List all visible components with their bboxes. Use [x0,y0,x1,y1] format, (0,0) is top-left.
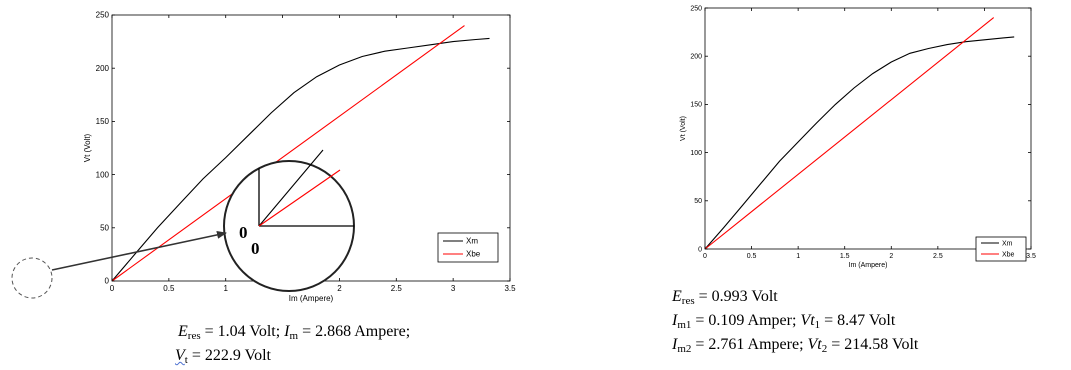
left-y-tick-label: 250 [96,11,110,20]
vt2-t: t [817,336,822,353]
right-x-tick-label: 1 [796,253,800,260]
right-x-tick-label: 1.5 [840,253,850,260]
right-x-tick-label: 0.5 [747,253,757,260]
right-series-xm-line [704,36,1015,250]
caption-left-line-2: Vt = 222.9 Volt [175,346,410,370]
left-y-tick-label: 200 [96,64,110,73]
left-y-axis-label: Vt (Volt) [83,133,92,162]
im1-symbol: I [672,312,678,329]
im-value: = 2.868 Ampere; [298,323,411,340]
vt1-symbol: V [800,312,811,329]
right-x-tick-label: 2 [889,253,893,260]
e-res-value: = 0.993 Volt [694,288,778,305]
im1-subscript: m1 [677,319,692,331]
left-series-xbe-line [111,25,465,282]
vt2-subscript: 2 [821,343,828,355]
left-legend-box [437,232,499,263]
left-y-tick-label: 0 [105,277,110,286]
left-x-tick-label: 3.5 [504,284,516,293]
im-subscript: m [289,330,299,342]
vt-value: = 222.9 Volt [187,347,271,364]
vt1-t: t [810,312,815,329]
zoom-inset-xbe-line [258,169,341,227]
im-symbol: I [284,323,290,340]
e-res-symbol: E [672,288,682,305]
right-y-tick-label: 150 [690,102,702,109]
left-y-tick-label: 100 [96,170,110,179]
zoom-inset-origin-label-y: 0 [239,223,248,242]
e-res-value: = 1.04 Volt; [200,323,285,340]
e-res-subscript: res [187,330,201,342]
right-x-tick-label: 0 [703,253,707,260]
right-y-tick-label: 50 [694,198,702,205]
focus-region-dashed-circle [11,257,53,299]
e-res-subscript: res [681,295,695,307]
right-x-axis-label: Im (Ampere) [849,262,888,269]
right-plot-frame [704,7,1032,250]
left-y-tick-label: 50 [100,223,109,232]
caption-left: Eres = 1.04 Volt; Im = 2.868 Ampere; Vt … [175,322,410,370]
caption-right: Eres = 0.993 Volt Im1 = 0.109 Amper; Vt1… [672,287,918,359]
caption-right-line-1: Eres = 0.993 Volt [672,287,918,311]
vt2-symbol: V [807,336,818,353]
caption-left-line-1: Eres = 1.04 Volt; Im = 2.868 Ampere; [178,322,410,346]
vt1-value: = 8.47 Volt [820,312,896,329]
vt-symbol: V [175,347,185,364]
right-series-xbe-line [704,17,995,250]
right-legend-label-xbe: Xbe [1002,251,1015,258]
vt1-subscript: 1 [814,319,821,331]
left-x-tick-label: 0.5 [163,284,175,293]
left-series-xm-line [111,37,490,282]
right-y-tick-label: 100 [690,150,702,157]
left-x-axis-label: Im (Ampere) [289,294,334,303]
right-legend-label-xm: Xm [1002,240,1013,247]
left-x-tick-label: 3 [451,284,456,293]
vt-subscript: t [184,354,188,366]
right-y-tick-label: 0 [698,246,702,253]
right-y-tick-label: 250 [690,5,702,12]
right-y-tick-label: 200 [690,54,702,61]
im2-symbol: I [672,336,678,353]
caption-right-line-3: Im2 = 2.761 Ampere; Vt2 = 214.58 Volt [672,335,918,359]
right-legend-box [975,236,1027,262]
vt-symbol-group: Vt [175,347,188,366]
left-x-tick-label: 0 [110,284,115,293]
im2-value: = 2.761 Ampere; [691,336,808,353]
left-x-tick-label: 1 [223,284,228,293]
left-legend-label-xm: Xm [466,237,478,246]
left-y-tick-label: 150 [96,117,110,126]
zoom-inset-xm-line [258,149,324,227]
caption-right-line-2: Im1 = 0.109 Amper; Vt1 = 8.47 Volt [672,311,918,335]
right-x-tick-label: 2.5 [933,253,943,260]
vt2-value: = 214.58 Volt [827,336,919,353]
im1-value: = 0.109 Amper; [691,312,801,329]
e-res-symbol: E [178,323,188,340]
right-x-tick-label: 3.5 [1026,253,1036,260]
right-y-axis-label: Vt (Volt) [680,116,687,141]
left-x-tick-label: 2.5 [391,284,403,293]
focus-pointer-arrow [51,230,227,271]
im2-subscript: m2 [677,343,692,355]
zoom-inset-origin-label-x: 0 [251,239,260,258]
left-legend-label-xbe: Xbe [466,250,481,259]
left-x-tick-label: 2 [337,284,342,293]
